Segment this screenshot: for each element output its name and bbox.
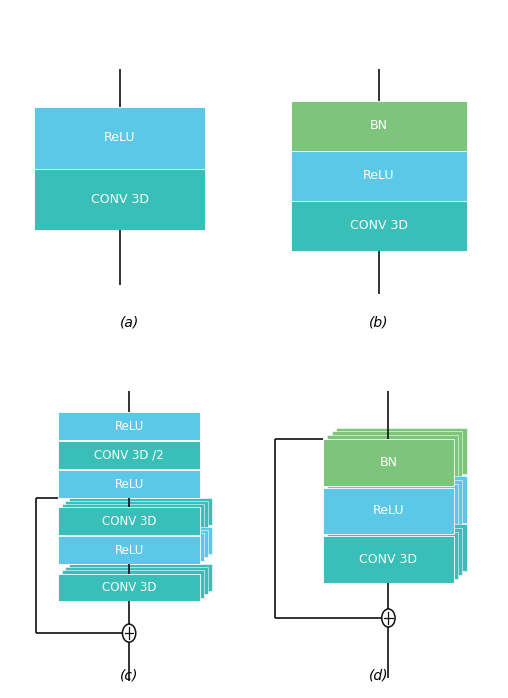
Bar <box>291 201 467 251</box>
Bar <box>58 507 201 535</box>
Text: ReLU: ReLU <box>114 544 144 557</box>
Text: (d): (d) <box>369 669 389 683</box>
Bar <box>58 537 201 564</box>
Bar <box>323 487 454 534</box>
Bar <box>332 431 462 478</box>
Text: ReLU: ReLU <box>114 419 144 433</box>
Bar <box>332 528 462 575</box>
Text: CONV 3D: CONV 3D <box>102 581 156 594</box>
Text: CONV 3D: CONV 3D <box>102 514 156 528</box>
Bar <box>327 532 458 579</box>
Text: CONV 3D: CONV 3D <box>350 219 408 232</box>
Text: BN: BN <box>370 119 388 133</box>
Bar <box>69 527 212 554</box>
Bar <box>61 504 204 532</box>
Bar <box>336 428 467 475</box>
Bar <box>66 530 208 558</box>
Bar <box>66 501 208 528</box>
Text: BN: BN <box>379 456 397 469</box>
Bar <box>336 524 467 571</box>
Text: CONV 3D /2: CONV 3D /2 <box>94 449 164 461</box>
Text: ReLU: ReLU <box>373 505 404 517</box>
Bar <box>291 101 467 151</box>
Bar <box>58 574 201 601</box>
Bar <box>323 536 454 583</box>
Text: (c): (c) <box>120 669 138 683</box>
Text: ReLU: ReLU <box>363 170 395 182</box>
Bar <box>291 151 467 201</box>
Text: CONV 3D: CONV 3D <box>359 553 418 565</box>
Bar <box>61 533 204 560</box>
Bar <box>327 484 458 530</box>
Bar <box>323 439 454 486</box>
Bar <box>69 564 212 591</box>
Bar <box>66 567 208 595</box>
Bar <box>336 476 467 523</box>
Bar <box>61 570 204 597</box>
Text: CONV 3D: CONV 3D <box>90 193 149 206</box>
Bar <box>58 470 201 498</box>
Bar <box>69 498 212 525</box>
Text: (a): (a) <box>119 315 139 329</box>
Circle shape <box>382 609 395 627</box>
Bar <box>58 441 201 469</box>
Bar <box>58 413 201 440</box>
Text: ReLU: ReLU <box>114 477 144 491</box>
Bar <box>327 436 458 482</box>
Bar <box>332 480 462 526</box>
Text: ReLU: ReLU <box>104 131 135 144</box>
Text: (b): (b) <box>369 315 389 329</box>
Circle shape <box>122 624 136 642</box>
Bar <box>34 169 205 230</box>
Bar <box>34 107 205 169</box>
